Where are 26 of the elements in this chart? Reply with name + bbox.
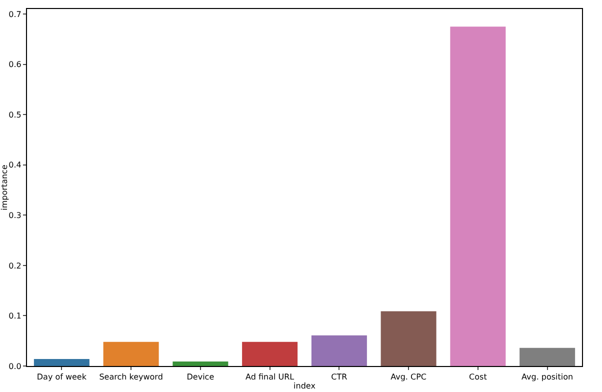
y-tick-label: 0.7: [8, 10, 22, 19]
y-tick-label: 0.2: [8, 261, 22, 270]
y-tick-label: 0.4: [8, 160, 22, 170]
y-tick-label: 0.1: [8, 312, 22, 321]
x-tick-label: Avg. CPC: [390, 372, 427, 382]
y-tick-label: 0.5: [8, 110, 22, 120]
bar: [520, 348, 576, 366]
x-tick-label: Cost: [469, 372, 487, 382]
x-tick-label: CTR: [331, 372, 348, 382]
y-axis-title: importance: [0, 164, 9, 210]
x-tick-label: Avg. position: [522, 372, 574, 382]
x-tick-label: Device: [186, 372, 214, 382]
bar: [34, 358, 90, 366]
x-tick-label: Day of week: [36, 372, 87, 382]
bar: [103, 342, 159, 366]
bar: [450, 26, 506, 366]
y-tick-label: 0.0: [8, 362, 22, 371]
bar: [242, 342, 298, 366]
bar: [172, 361, 228, 366]
bar: [311, 335, 367, 366]
x-tick-label: Search keyword: [99, 372, 163, 382]
x-axis-title: index: [294, 382, 316, 391]
x-tick-label: Ad final URL: [246, 372, 295, 382]
y-tick-label: 0.6: [8, 60, 22, 70]
y-tick-label: 0.3: [8, 210, 22, 220]
bar: [380, 311, 436, 366]
